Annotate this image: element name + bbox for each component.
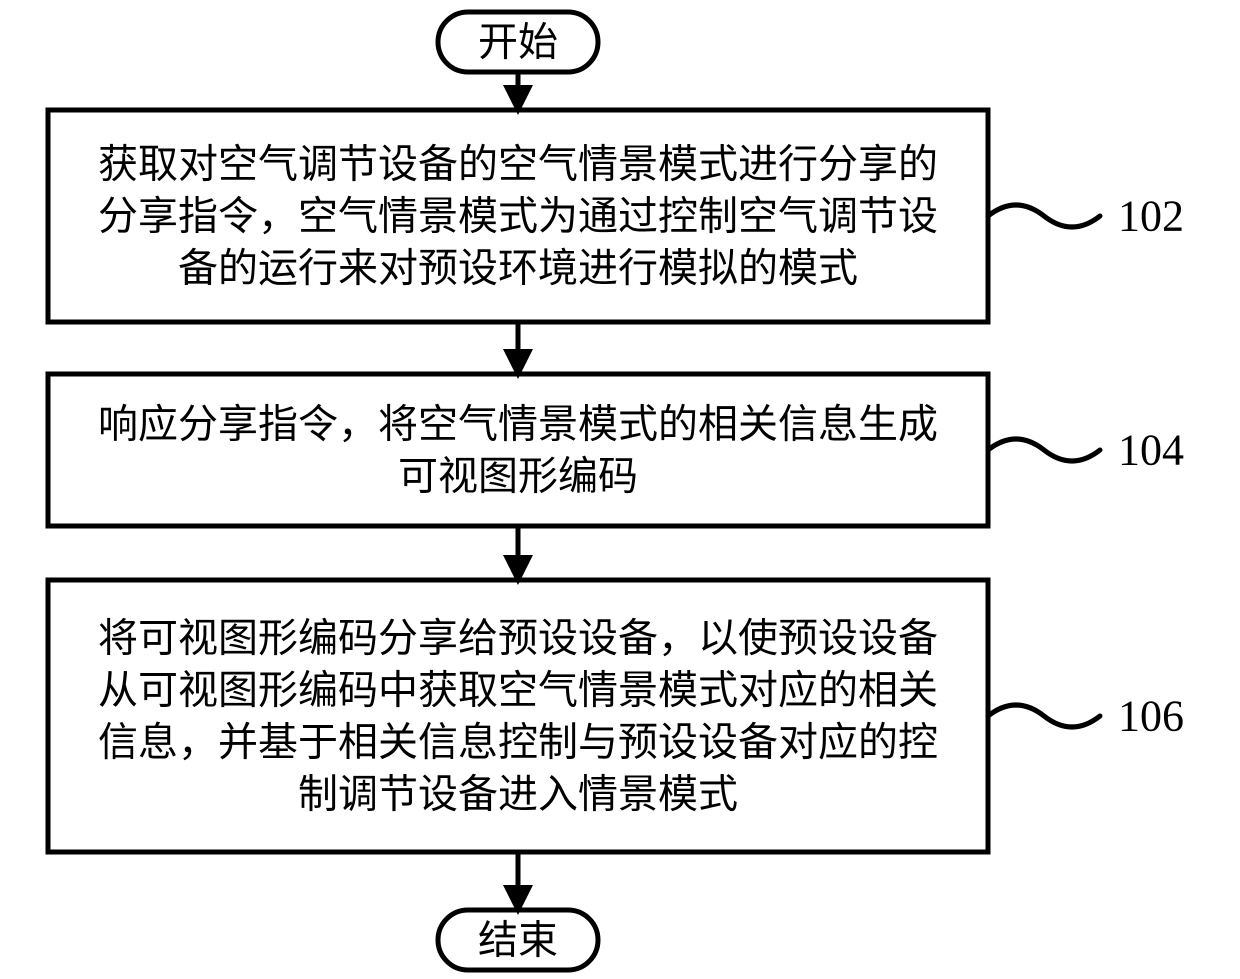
box-b106-line-2: 信息，并基于相关信息控制与预设设备对应的控 (98, 720, 938, 765)
box-b106-line-3: 制调节设备进入情景模式 (298, 772, 738, 817)
box-b106-line-1: 从可视图形编码中获取空气情景模式对应的相关 (98, 668, 938, 713)
step-label-b102: 102 (1118, 192, 1184, 241)
box-b104: 响应分享指令，将空气情景模式的相关信息生成可视图形编码 (48, 374, 988, 526)
box-b104-line-0: 响应分享指令，将空气情景模式的相关信息生成 (98, 402, 938, 447)
step-label-b104: 104 (1118, 426, 1184, 475)
box-b102-line-2: 备的运行来对预设环境进行模拟的模式 (178, 246, 858, 291)
box-b104-line-1: 可视图形编码 (398, 454, 638, 499)
box-b102-line-1: 分享指令，空气情景模式为通过控制空气调节设 (98, 194, 938, 239)
squiggle-b104 (988, 439, 1100, 461)
end-terminal: 结束 (438, 910, 598, 970)
step-label-b106: 106 (1118, 692, 1184, 741)
connector-b106: 106 (988, 692, 1184, 741)
box-b106: 将可视图形编码分享给预设设备，以使预设设备从可视图形编码中获取空气情景模式对应的… (48, 580, 988, 852)
start-terminal-label: 开始 (478, 20, 558, 65)
connector-b102: 102 (988, 192, 1184, 241)
start-terminal: 开始 (438, 12, 598, 72)
box-b102-line-0: 获取对空气调节设备的空气情景模式进行分享的 (98, 142, 938, 187)
box-b106-line-0: 将可视图形编码分享给预设设备，以使预设设备 (98, 616, 938, 661)
squiggle-b106 (988, 705, 1100, 727)
connector-b104: 104 (988, 426, 1184, 475)
box-b102: 获取对空气调节设备的空气情景模式进行分享的分享指令，空气情景模式为通过控制空气调… (48, 110, 988, 322)
squiggle-b102 (988, 205, 1100, 227)
end-terminal-label: 结束 (478, 918, 558, 963)
